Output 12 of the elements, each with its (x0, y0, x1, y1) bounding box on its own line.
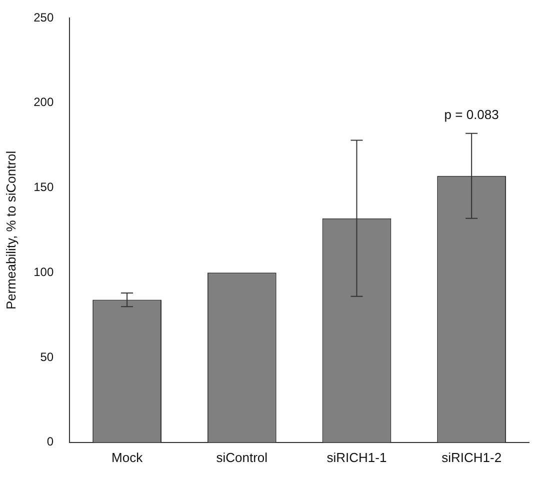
y-tick-label: 0 (46, 434, 54, 449)
x-tick-label: siRICH1-2 (442, 450, 502, 465)
y-tick-label: 150 (34, 180, 54, 194)
x-tick-label: siControl (216, 450, 268, 465)
y-tick-label: 250 (34, 10, 54, 24)
x-tick-label: siRICH1-1 (326, 450, 387, 465)
y-tick-label: 50 (40, 350, 54, 364)
x-tick-label: Mock (112, 450, 144, 465)
y-tick-label: 200 (34, 95, 54, 110)
y-tick-label: 100 (34, 264, 54, 279)
annotation: p = 0.083 (444, 107, 499, 122)
y-axis-title: Permeability, % to siControl (3, 150, 18, 310)
